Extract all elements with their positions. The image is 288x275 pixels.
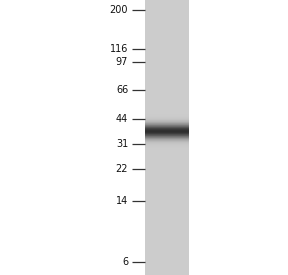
Text: 116: 116 — [110, 44, 128, 54]
Text: 31: 31 — [116, 139, 128, 149]
Text: 66: 66 — [116, 85, 128, 95]
Text: 14: 14 — [116, 196, 128, 206]
Text: 97: 97 — [116, 57, 128, 67]
Text: 44: 44 — [116, 114, 128, 124]
Text: 200: 200 — [110, 5, 128, 15]
Text: 22: 22 — [116, 164, 128, 174]
Text: 6: 6 — [122, 257, 128, 267]
